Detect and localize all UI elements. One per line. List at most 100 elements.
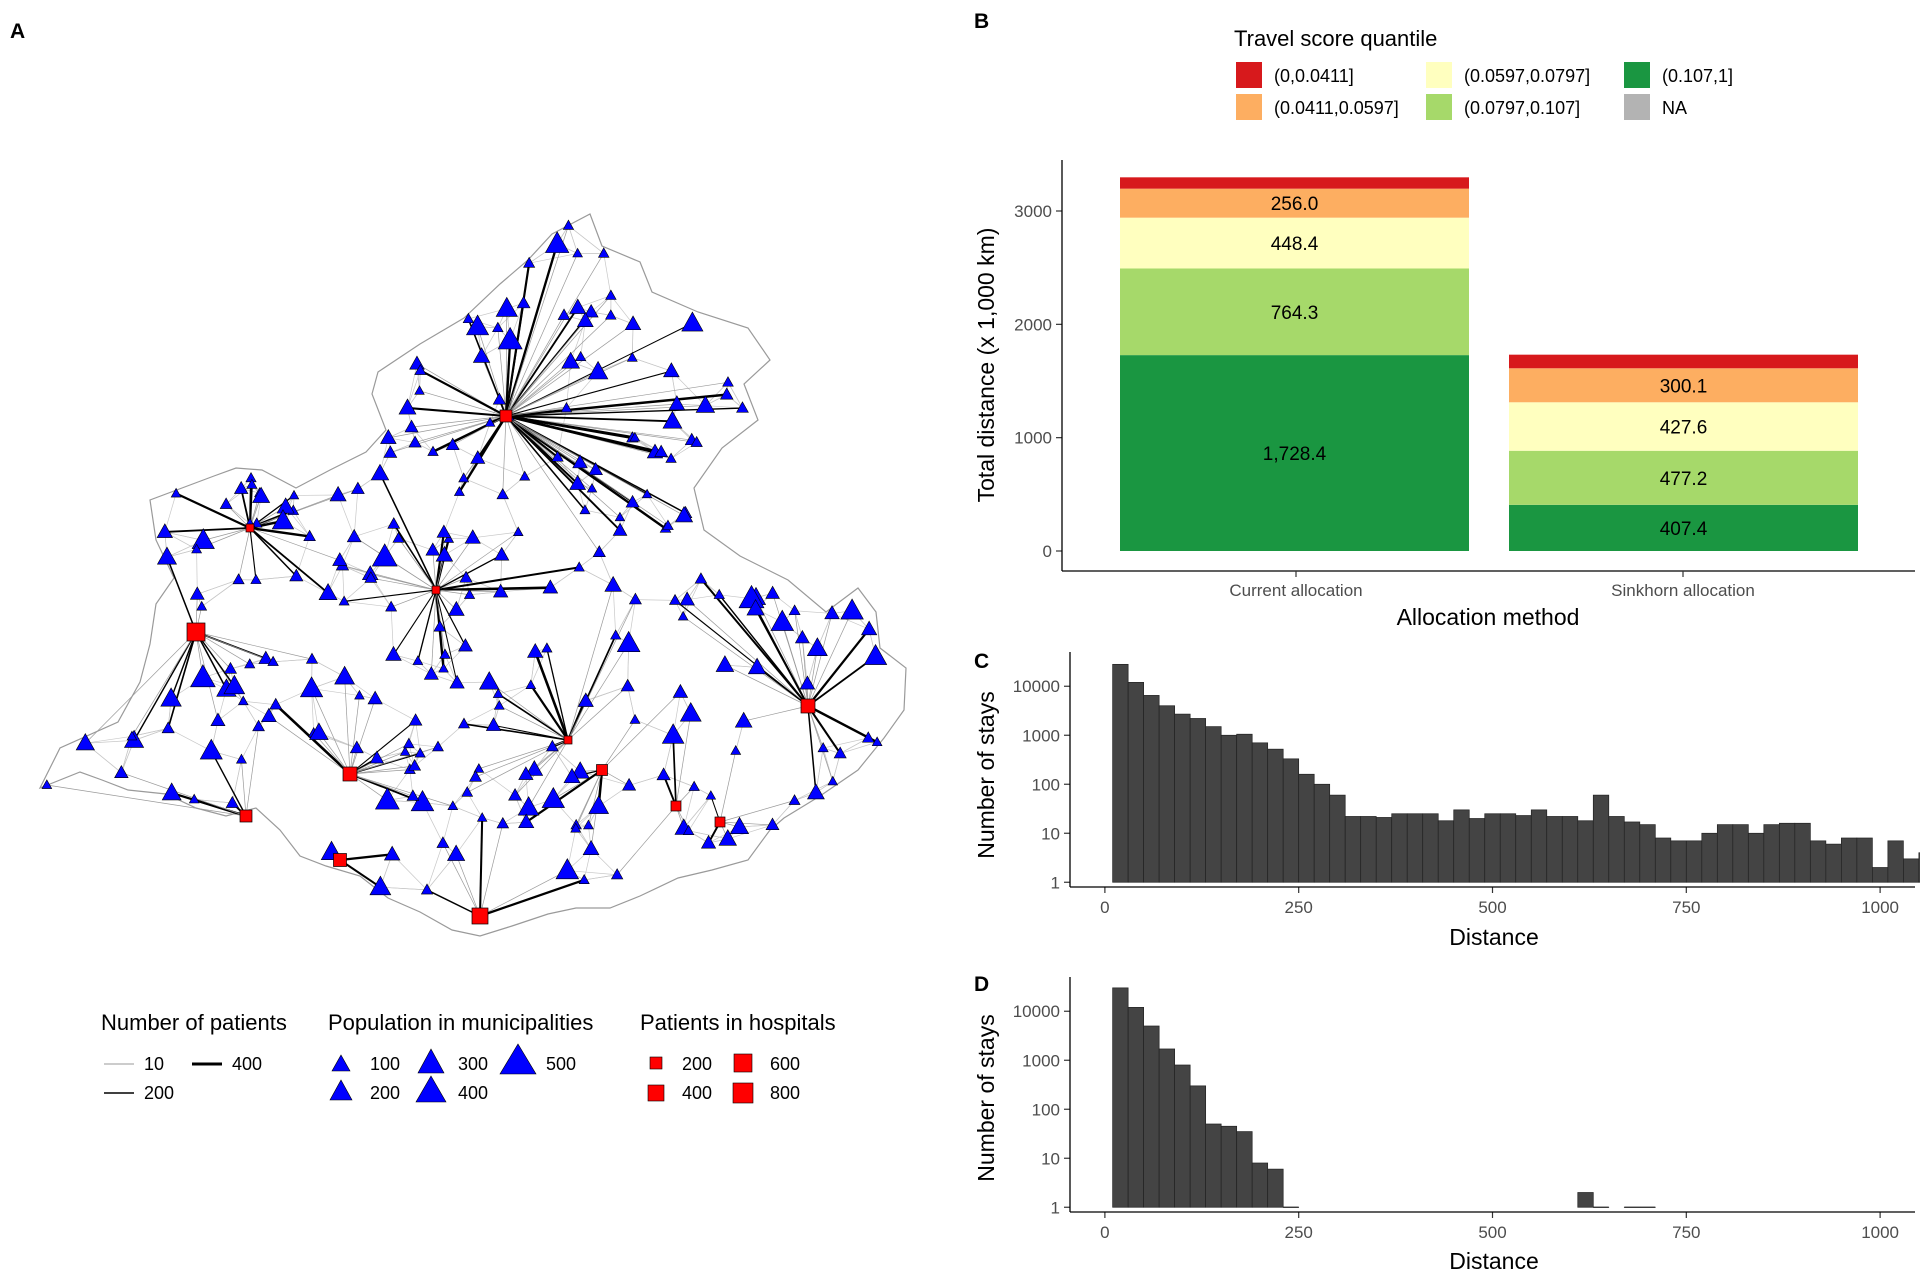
- municipality-triangle: [578, 873, 590, 884]
- patient-flow-line: [505, 381, 729, 417]
- panel-label-a: A: [10, 20, 25, 43]
- bar-value-label: 300.1: [1660, 376, 1708, 397]
- municipality-triangle: [746, 599, 765, 616]
- municipality-triangle: [730, 745, 742, 755]
- legend-triangle-100: [331, 1054, 351, 1072]
- municipality-triangle: [41, 779, 53, 789]
- municipality-triangle: [519, 470, 531, 481]
- x-tick-label: 1000: [1861, 1223, 1899, 1242]
- bar-segment-current-4: [1120, 188, 1469, 218]
- municipality-triangle: [484, 417, 496, 427]
- patient-flow-line: [349, 769, 410, 775]
- municipality-border: [840, 741, 878, 754]
- patient-flow-line: [588, 769, 603, 826]
- patient-flow-line: [534, 651, 570, 741]
- municipality-border: [552, 746, 573, 778]
- patient-flow-line: [379, 473, 437, 591]
- histogram-bar: [1236, 1131, 1253, 1208]
- patient-flow-line: [567, 635, 617, 741]
- municipality-triangle: [715, 655, 735, 672]
- y-tick-label: 10000: [1013, 677, 1060, 696]
- patient-flow-line: [164, 527, 251, 533]
- municipality-triangle: [305, 652, 319, 664]
- histogram-bar: [1841, 837, 1858, 883]
- patient-flow-line: [616, 805, 677, 875]
- municipality-triangle: [705, 790, 717, 800]
- histogram-bar: [1112, 987, 1129, 1208]
- municipality-triangle: [736, 401, 749, 413]
- quantile-legend: (0,0.0411] (0.0411,0.0597] (0.0597,0.079…: [1236, 62, 1733, 120]
- patient-flow-line: [807, 648, 818, 707]
- patient-flow-line: [210, 750, 247, 817]
- municipality-triangle: [861, 620, 878, 636]
- municipality-triangle: [250, 573, 262, 584]
- municipality-border: [337, 494, 355, 537]
- x-tick-label: 750: [1672, 898, 1700, 917]
- municipality-triangle: [863, 643, 888, 665]
- histogram-bar: [1143, 1025, 1160, 1208]
- histogram-bar: [1158, 705, 1176, 883]
- municipality-triangle: [625, 494, 640, 508]
- y-tick-label: 10000: [1013, 1002, 1060, 1021]
- municipality-border: [603, 253, 612, 296]
- patient-flow-line: [489, 681, 569, 741]
- municipality-triangle: [403, 737, 415, 749]
- legend-population-100: 100: [370, 1054, 400, 1074]
- municipality-triangle: [806, 637, 828, 656]
- municipality-border: [241, 726, 259, 760]
- patient-flow-line: [85, 631, 197, 744]
- patient-flow-line: [505, 357, 633, 417]
- municipality-triangle: [464, 529, 481, 544]
- municipality-triangle: [572, 454, 588, 469]
- patient-flow-line: [133, 631, 197, 741]
- patient-flow-line: [268, 715, 351, 775]
- municipality-triangle: [626, 351, 638, 362]
- patient-flow-line: [435, 554, 503, 591]
- municipality-triangle: [370, 463, 390, 481]
- municipality-triangle: [544, 231, 570, 253]
- bar-value-label: 448.4: [1271, 234, 1319, 255]
- y-tick-label: 100: [1032, 775, 1060, 794]
- legend-square-400: [647, 1084, 665, 1102]
- legend-population-300: 300: [458, 1054, 488, 1074]
- histogram-bar: [1468, 818, 1486, 883]
- municipality-triangle: [586, 482, 598, 493]
- histogram-bar: [1794, 822, 1811, 883]
- municipality-triangle: [668, 593, 682, 605]
- municipality-triangle: [392, 531, 405, 543]
- legend-quantile-q1: (0,0.0411]: [1274, 66, 1354, 86]
- municipality-triangle: [817, 742, 829, 753]
- hospital-square: [342, 766, 358, 782]
- legend-hospitals-200: 200: [682, 1054, 712, 1074]
- municipality-triangle: [541, 786, 566, 808]
- x-tick-label: 250: [1285, 898, 1313, 917]
- municipality-triangle: [518, 766, 534, 780]
- municipality-triangle: [436, 836, 450, 848]
- municipality-triangle: [447, 844, 466, 861]
- patient-flow-line: [435, 589, 501, 593]
- municipality-border: [568, 225, 604, 254]
- patient-flow-line: [393, 589, 437, 655]
- patient-flow-line: [479, 823, 504, 917]
- municipality-triangle: [492, 583, 509, 598]
- patient-flow-line: [807, 610, 853, 707]
- legend-hospitals-400: 400: [682, 1083, 712, 1103]
- legend-quantile-na: NA: [1662, 98, 1687, 118]
- municipality-triangle: [420, 883, 434, 895]
- legend-triangle-500: [499, 1043, 537, 1075]
- patient-flow-line: [781, 622, 809, 707]
- histogram-bar: [1406, 813, 1424, 883]
- bar-segment-sinkhorn-5: [1509, 354, 1858, 369]
- municipality-triangle: [364, 571, 378, 583]
- x-axis-title: Allocation method: [1397, 604, 1580, 630]
- municipality-border: [376, 751, 406, 759]
- legend-population-200: 200: [370, 1083, 400, 1103]
- municipality-triangle: [861, 731, 875, 743]
- municipality-triangle: [572, 247, 583, 258]
- x-tick-label: 0: [1100, 898, 1109, 917]
- municipality-triangle: [700, 834, 717, 849]
- municipality-triangle: [350, 481, 365, 494]
- municipality-triangle: [629, 431, 641, 442]
- municipality-triangle: [369, 875, 392, 896]
- histogram-bar: [1391, 813, 1408, 883]
